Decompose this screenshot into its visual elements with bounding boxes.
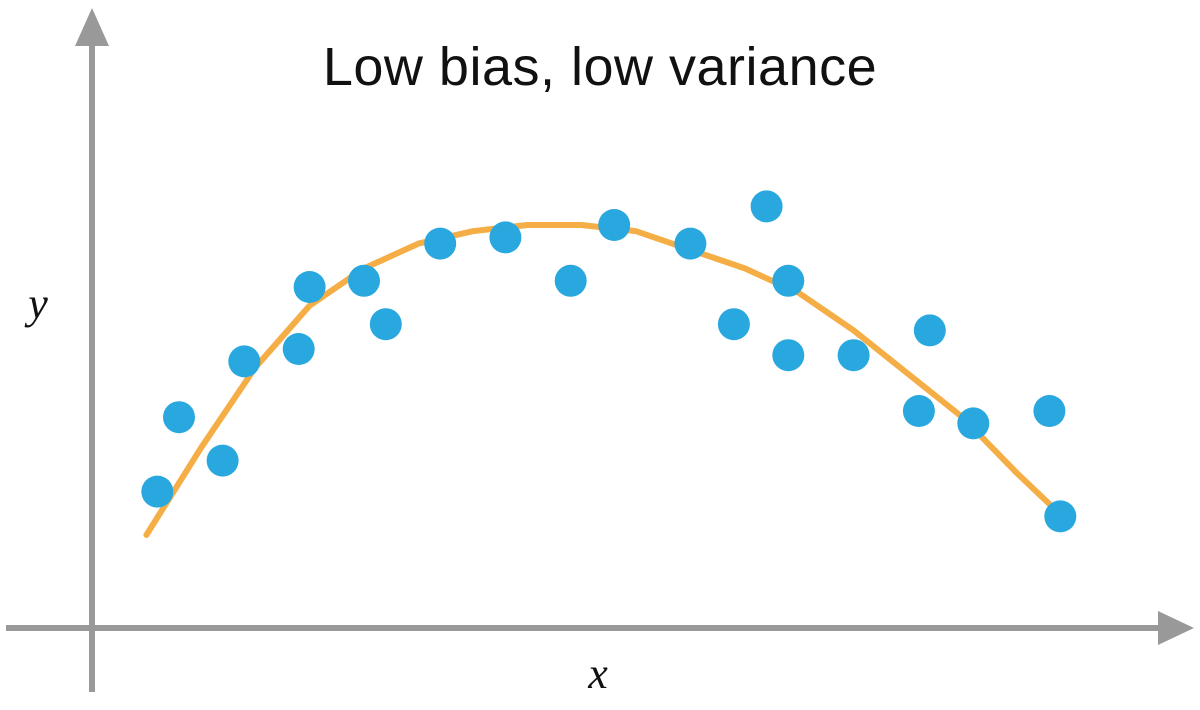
data-point xyxy=(902,395,935,427)
data-point xyxy=(141,475,174,508)
data-point xyxy=(772,264,805,297)
fit-curve-layer xyxy=(143,222,1053,538)
data-point xyxy=(772,339,805,372)
data-point xyxy=(1033,395,1066,427)
data-point xyxy=(348,264,380,297)
x-axis-label: x xyxy=(587,649,608,698)
data-point xyxy=(1044,500,1077,533)
data-point xyxy=(228,345,261,378)
y-axis-label: y xyxy=(24,279,48,328)
data-point xyxy=(163,401,195,434)
data-point xyxy=(206,444,239,477)
data-point xyxy=(717,308,750,341)
data-point xyxy=(282,333,315,365)
data-point xyxy=(957,407,990,440)
x-axis-arrowhead xyxy=(1158,611,1194,645)
axes xyxy=(6,8,1194,692)
data-point xyxy=(369,308,402,341)
data-point xyxy=(598,209,631,241)
points-layer xyxy=(141,190,1077,533)
chart-title: Low bias, low variance xyxy=(323,37,877,97)
fit-curve xyxy=(143,222,1053,538)
data-point xyxy=(913,314,946,347)
data-point xyxy=(837,339,870,372)
data-point xyxy=(424,227,457,260)
data-point xyxy=(554,264,587,297)
y-axis-arrowhead xyxy=(75,8,109,46)
data-point xyxy=(750,190,783,223)
data-point xyxy=(489,221,522,254)
data-point xyxy=(674,227,707,260)
data-point xyxy=(293,271,326,303)
